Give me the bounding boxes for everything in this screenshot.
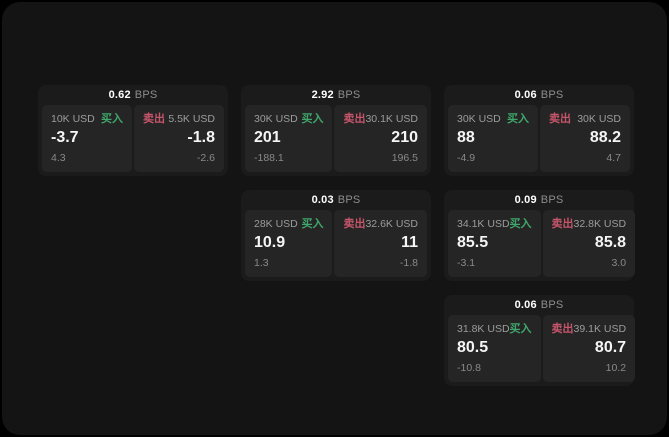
buy-amount: 34.1K USD — [457, 218, 510, 230]
sell-price: 11 — [401, 234, 418, 251]
buy-delta: 4.3 — [51, 152, 66, 164]
buy-label: 买入 — [101, 113, 123, 125]
spread-unit: BPS — [540, 194, 564, 206]
spread-header: 0.62 BPS — [42, 85, 224, 105]
buy-price: -3.7 — [51, 129, 79, 146]
buy-amount: 28K USD — [254, 218, 298, 230]
spread-value: 0.62 — [108, 89, 131, 101]
buy-price: 201 — [254, 129, 281, 146]
sell-amount: 32.6K USD — [365, 218, 418, 230]
spread-header: 2.92 BPS — [245, 85, 427, 105]
quote-panels: 34.1K USD 买入 85.5 -3.1 卖出 32.8K USD 85.8… — [448, 210, 636, 277]
quote-panels: 10K USD 买入 -3.7 4.3 卖出 5.5K USD -1.8 -2.… — [42, 105, 224, 172]
buy-delta: -188.1 — [254, 152, 284, 164]
quote-panels: 31.8K USD 买入 80.5 -10.8 卖出 39.1K USD 80.… — [448, 315, 636, 382]
sell-label: 卖出 — [343, 113, 366, 125]
spread-unit: BPS — [134, 89, 158, 101]
sell-label: 卖出 — [549, 113, 571, 125]
buy-panel[interactable]: 28K USD 买入 10.9 1.3 — [245, 210, 333, 277]
spread-value: 0.06 — [514, 299, 537, 311]
quote-card: 0.09 BPS 34.1K USD 买入 85.5 -3.1 卖出 32.8K… — [444, 190, 636, 281]
buy-price: 10.9 — [254, 234, 286, 251]
sell-price: 80.7 — [594, 339, 627, 356]
quote-panels: 30K USD 买入 201 -188.1 卖出 30.1K USD 210 1… — [245, 105, 427, 172]
buy-label: 买入 — [301, 113, 324, 125]
spread-unit: BPS — [337, 89, 361, 101]
buy-panel[interactable]: 31.8K USD 买入 80.5 -10.8 — [448, 315, 541, 382]
buy-delta: 1.3 — [254, 257, 269, 269]
buy-delta: -4.9 — [457, 152, 476, 164]
buy-price: 88 — [457, 129, 475, 146]
sell-label: 卖出 — [343, 218, 366, 230]
spread-unit: BPS — [540, 89, 564, 101]
buy-panel[interactable]: 10K USD 买入 -3.7 4.3 — [42, 105, 132, 172]
spread-header: 0.03 BPS — [245, 190, 427, 210]
sell-delta: 4.7 — [606, 152, 621, 164]
sell-price: -1.8 — [187, 129, 215, 146]
quote-panels: 28K USD 买入 10.9 1.3 卖出 32.6K USD 11 -1.8 — [245, 210, 427, 277]
spread-value: 0.09 — [514, 194, 537, 206]
sell-delta: 3.0 — [611, 257, 627, 269]
spread-value: 0.06 — [514, 89, 537, 101]
buy-delta: -10.8 — [457, 362, 481, 374]
quote-grid: 0.62 BPS 10K USD 买入 -3.7 4.3 卖出 5.5K USD — [38, 85, 636, 386]
buy-label: 买入 — [301, 218, 324, 230]
sell-delta: -2.6 — [196, 152, 215, 164]
buy-label: 买入 — [509, 323, 532, 335]
sell-amount: 5.5K USD — [168, 113, 215, 125]
spread-unit: BPS — [337, 194, 361, 206]
sell-panel[interactable]: 卖出 39.1K USD 80.7 10.2 — [542, 315, 636, 382]
buy-panel[interactable]: 34.1K USD 买入 85.5 -3.1 — [448, 210, 541, 277]
sell-panel[interactable]: 卖出 30.1K USD 210 196.5 — [334, 105, 427, 172]
spread-header: 0.09 BPS — [448, 190, 630, 210]
sell-amount: 30K USD — [577, 113, 621, 125]
sell-amount: 30.1K USD — [365, 113, 418, 125]
sell-amount: 32.8K USD — [573, 218, 627, 230]
buy-amount: 31.8K USD — [457, 323, 510, 335]
buy-delta: -3.1 — [457, 257, 476, 269]
sell-delta: -1.8 — [399, 257, 418, 269]
spread-unit: BPS — [540, 299, 564, 311]
buy-amount: 10K USD — [51, 113, 95, 125]
sell-amount: 39.1K USD — [573, 323, 627, 335]
buy-price: 80.5 — [457, 339, 489, 356]
quote-card: 0.62 BPS 10K USD 买入 -3.7 4.3 卖出 5.5K USD — [38, 85, 228, 176]
sell-price: 88.2 — [589, 129, 621, 146]
quote-card: 2.92 BPS 30K USD 买入 201 -188.1 卖出 30.1K … — [241, 85, 431, 176]
quote-card: 0.06 BPS 31.8K USD 买入 80.5 -10.8 卖出 39.1… — [444, 295, 636, 386]
sell-price: 85.8 — [594, 234, 627, 251]
sell-panel[interactable]: 卖出 5.5K USD -1.8 -2.6 — [134, 105, 224, 172]
quote-card: 0.06 BPS 30K USD 买入 88 -4.9 卖出 30K USD — [444, 85, 634, 176]
sell-price: 210 — [391, 129, 418, 146]
spread-header: 0.06 BPS — [448, 295, 630, 315]
buy-amount: 30K USD — [254, 113, 298, 125]
sell-panel[interactable]: 卖出 32.6K USD 11 -1.8 — [334, 210, 427, 277]
buy-label: 买入 — [509, 218, 532, 230]
quote-card: 0.03 BPS 28K USD 买入 10.9 1.3 卖出 32.6K US… — [241, 190, 431, 281]
buy-label: 买入 — [507, 113, 529, 125]
sell-label: 卖出 — [551, 218, 574, 230]
sell-panel[interactable]: 卖出 32.8K USD 85.8 3.0 — [542, 210, 636, 277]
sell-panel[interactable]: 卖出 30K USD 88.2 4.7 — [540, 105, 630, 172]
spread-value: 2.92 — [311, 89, 334, 101]
sell-delta: 10.2 — [605, 362, 627, 374]
buy-price: 85.5 — [457, 234, 489, 251]
spread-header: 0.06 BPS — [448, 85, 630, 105]
sell-label: 卖出 — [143, 113, 165, 125]
buy-panel[interactable]: 30K USD 买入 201 -188.1 — [245, 105, 333, 172]
sell-label: 卖出 — [551, 323, 574, 335]
buy-panel[interactable]: 30K USD 买入 88 -4.9 — [448, 105, 538, 172]
quote-panels: 30K USD 买入 88 -4.9 卖出 30K USD 88.2 4.7 — [448, 105, 630, 172]
sell-delta: 196.5 — [391, 152, 418, 164]
spread-value: 0.03 — [311, 194, 334, 206]
buy-amount: 30K USD — [457, 113, 501, 125]
